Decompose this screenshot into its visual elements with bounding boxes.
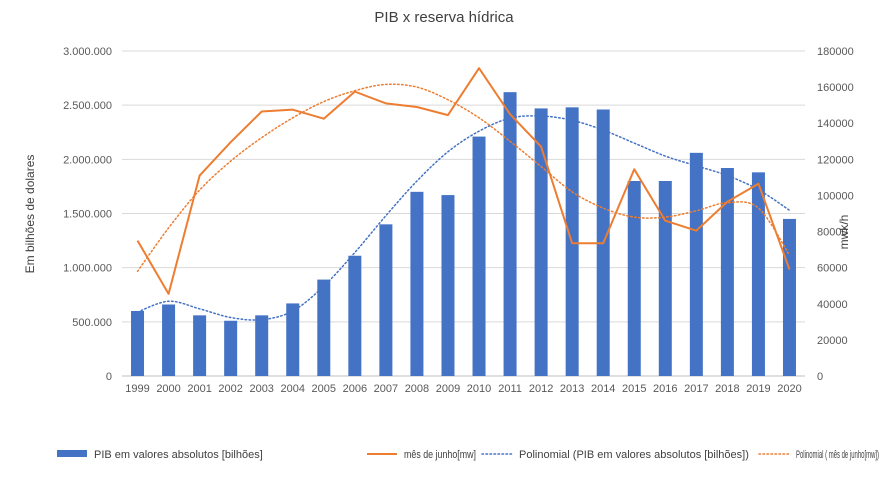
bar-2007 [379, 224, 393, 376]
legend-item: PIB em valores absolutos [bilhões] [57, 449, 263, 461]
y2-tick-label: 180000 [817, 46, 854, 58]
x-tick-label: 2014 [591, 383, 615, 395]
x-tick-label: 2015 [622, 383, 646, 395]
x-axis-ticks: 1999 2000 2001 2002 2003 2004 2005 2006 2007 2008… [125, 383, 801, 395]
y2-tick-label: 80000 [817, 227, 848, 239]
bar-2016 [658, 181, 672, 376]
bar-2019 [751, 172, 765, 376]
y-tick-label: 0 [106, 371, 112, 383]
legend-item: Polinomial (PIB em valores absolutos [bi… [481, 449, 749, 461]
bar-2020 [782, 218, 796, 376]
x-tick-label: 2009 [436, 383, 460, 395]
legend-swatch [57, 450, 87, 457]
x-tick-label: 2020 [777, 383, 801, 395]
y-tick-label: 500.000 [72, 317, 112, 329]
trendline [136, 115, 791, 321]
x-tick-label: 2005 [312, 383, 336, 395]
x-tick-label: 2008 [405, 383, 429, 395]
bar-2008 [410, 191, 424, 376]
bar-2006 [348, 255, 362, 376]
x-tick-label: 2003 [249, 383, 273, 395]
y-tick-label: 1.500.000 [63, 209, 112, 221]
y-axis-right-ticks: 0 20000 40000 60000 80000 100000 120000 140000 1… [817, 46, 854, 383]
bar-2004 [286, 303, 300, 376]
y2-tick-label: 60000 [817, 263, 848, 275]
trend-lines [136, 83, 791, 321]
bar-2018 [720, 168, 734, 376]
legend-label: Polinomial ( mês de junho[mw]) [796, 449, 879, 461]
bar-2003 [255, 315, 269, 376]
x-tick-label: 2011 [498, 383, 522, 395]
bar-2015 [627, 181, 641, 376]
legend: PIB em valores absolutos [bilhões] mês de… [57, 449, 879, 461]
x-tick-label: 2019 [746, 383, 770, 395]
trendline [136, 83, 791, 273]
x-tick-label: 2010 [467, 383, 491, 395]
bar-2012 [534, 108, 548, 377]
y2-tick-label: 160000 [817, 82, 854, 94]
y2-tick-label: 140000 [817, 118, 854, 130]
y2-tick-label: 0 [817, 371, 823, 383]
y-axis-left-title: Em bilhões de dolares [23, 155, 37, 274]
bar-2010 [472, 136, 486, 376]
x-tick-label: 1999 [125, 383, 149, 395]
x-tick-label: 2018 [715, 383, 739, 395]
bar-2017 [689, 152, 703, 376]
y2-tick-label: 100000 [817, 190, 854, 202]
chart-title: PIB x reserva hídrica [374, 9, 514, 26]
x-tick-label: 2000 [156, 383, 180, 395]
bar-2000 [162, 304, 176, 376]
y-tick-label: 2.500.000 [63, 100, 112, 112]
x-tick-label: 2006 [343, 383, 367, 395]
bar-2011 [503, 92, 517, 377]
x-tick-label: 2012 [529, 383, 553, 395]
y-tick-label: 3.000.000 [63, 46, 112, 58]
legend-item: Polinomial ( mês de junho[mw]) [758, 449, 879, 461]
legend-label: Polinomial (PIB em valores absolutos [bi… [519, 449, 749, 461]
data-lines [136, 67, 791, 295]
bar-2002 [224, 320, 238, 376]
x-tick-label: 2017 [684, 383, 708, 395]
legend-label: PIB em valores absolutos [bilhões] [94, 449, 263, 461]
y2-tick-label: 40000 [817, 299, 848, 311]
x-tick-label: 2002 [218, 383, 242, 395]
legend-item: mês de junho[mw] [367, 449, 476, 461]
y-tick-label: 1.000.000 [63, 263, 112, 275]
y-tick-label: 2.000.000 [63, 154, 112, 166]
legend-label: mês de junho[mw] [404, 449, 476, 461]
bars [131, 92, 796, 377]
bar-1999 [131, 311, 145, 376]
bar-2001 [193, 315, 207, 376]
x-tick-label: 2001 [187, 383, 211, 395]
x-tick-label: 2013 [560, 383, 584, 395]
x-tick-label: 2004 [281, 383, 305, 395]
x-tick-label: 2007 [374, 383, 398, 395]
y2-tick-label: 20000 [817, 335, 848, 347]
y2-tick-label: 120000 [817, 154, 854, 166]
y-axis-left-ticks: 0 500.000 1.000.000 1.500.000 2.000.000 2.500… [63, 46, 112, 383]
bar-2009 [441, 195, 455, 376]
y-axis-right-title: mwk/h [837, 215, 851, 250]
x-tick-label: 2016 [653, 383, 677, 395]
series-line-junho [136, 67, 791, 295]
bar-2005 [317, 279, 331, 376]
